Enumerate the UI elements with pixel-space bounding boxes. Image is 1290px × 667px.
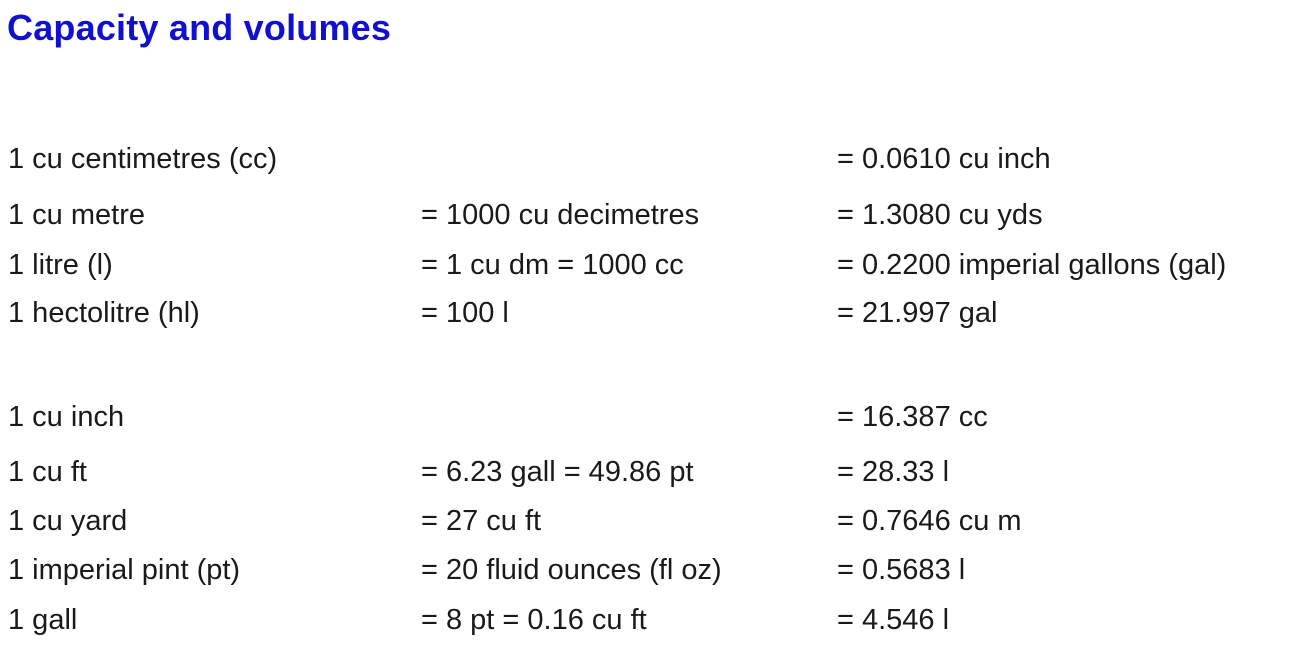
table-row: 1 cu ft = 6.23 gall = 49.86 pt = 28.33 l [0, 452, 1290, 492]
table-row: 1 gall = 8 pt = 0.16 cu ft = 4.546 l [0, 600, 1290, 640]
unit-cell: 1 cu metre [8, 199, 145, 231]
table-row: 1 hectolitre (hl) = 100 l = 21.997 gal [0, 293, 1290, 333]
metric-equivalent-cell: = 27 cu ft [421, 505, 542, 537]
page-title: Capacity and volumes [7, 7, 392, 48]
conversion-cell: = 28.33 l [837, 456, 950, 488]
unit-cell: 1 imperial pint (pt) [8, 554, 241, 586]
unit-cell: 1 hectolitre (hl) [8, 297, 200, 329]
metric-equivalent-cell: = 20 fluid ounces (fl oz) [421, 554, 722, 586]
metric-equivalent-cell: = 8 pt = 0.16 cu ft [421, 604, 647, 636]
conversion-cell: = 0.7646 cu m [837, 505, 1022, 537]
table-row: 1 litre (l) = 1 cu dm = 1000 cc = 0.2200… [0, 245, 1290, 285]
unit-cell: 1 cu inch [8, 401, 125, 433]
unit-cell: 1 litre (l) [8, 249, 113, 281]
table-row: 1 imperial pint (pt) = 20 fluid ounces (… [0, 550, 1290, 590]
metric-equivalent-cell: = 100 l [421, 297, 509, 329]
conversion-cell: = 1.3080 cu yds [837, 199, 1043, 231]
unit-cell: 1 cu ft [8, 456, 87, 488]
metric-equivalent-cell: = 1000 cu decimetres [421, 199, 700, 231]
conversion-cell: = 0.5683 l [837, 554, 966, 586]
conversion-cell: = 16.387 cc [837, 401, 988, 433]
conversion-cell: = 0.0610 cu inch [837, 143, 1051, 175]
metric-equivalent-cell: = 6.23 gall = 49.86 pt [421, 456, 694, 488]
table-row: 1 cu yard = 27 cu ft = 0.7646 cu m [0, 501, 1290, 541]
table-row: 1 cu metre = 1000 cu decimetres = 1.3080… [0, 195, 1290, 235]
table-row: 1 cu centimetres (cc) = 0.0610 cu inch [0, 139, 1290, 179]
unit-cell: 1 gall [8, 604, 78, 636]
table-row: 1 cu inch = 16.387 cc [0, 397, 1290, 437]
conversion-cell: = 4.546 l [837, 604, 950, 636]
conversion-cell: = 0.2200 imperial gallons (gal) [837, 249, 1227, 281]
conversion-cell: = 21.997 gal [837, 297, 998, 329]
unit-cell: 1 cu yard [8, 505, 128, 537]
metric-equivalent-cell: = 1 cu dm = 1000 cc [421, 249, 684, 281]
unit-cell: 1 cu centimetres (cc) [8, 143, 278, 175]
